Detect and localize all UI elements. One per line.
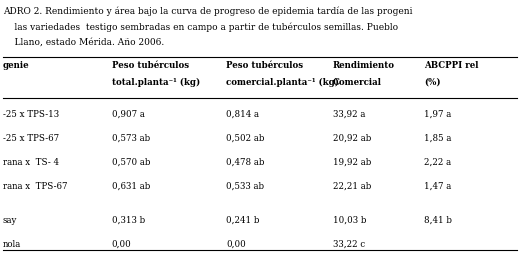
Text: -25 x TPS-13: -25 x TPS-13 <box>3 110 59 119</box>
Text: 10,03 b: 10,03 b <box>333 216 366 225</box>
Text: nola: nola <box>3 240 21 249</box>
Text: 22,21 ab: 22,21 ab <box>333 182 371 191</box>
Text: 0,814 a: 0,814 a <box>226 110 259 119</box>
Text: Peso tubérculos: Peso tubérculos <box>112 61 189 70</box>
Text: Rendimiento: Rendimiento <box>333 61 395 70</box>
Text: ADRO 2. Rendimiento y área bajo la curva de progreso de epidemia tardía de las p: ADRO 2. Rendimiento y área bajo la curva… <box>3 6 412 16</box>
Text: 1,97 a: 1,97 a <box>424 110 451 119</box>
Text: 0,631 ab: 0,631 ab <box>112 182 150 191</box>
Text: 2,22 a: 2,22 a <box>424 158 451 167</box>
Text: 20,92 ab: 20,92 ab <box>333 134 371 143</box>
Text: 0,533 ab: 0,533 ab <box>226 182 264 191</box>
Text: 0,478 ab: 0,478 ab <box>226 158 265 167</box>
Text: 8,41 b: 8,41 b <box>424 216 452 225</box>
Text: 0,00: 0,00 <box>226 240 246 249</box>
Text: total.planta⁻¹ (kg): total.planta⁻¹ (kg) <box>112 78 200 87</box>
Text: comercial.planta⁻¹ (kg): comercial.planta⁻¹ (kg) <box>226 78 339 87</box>
Text: 1,85 a: 1,85 a <box>424 134 451 143</box>
Text: (%): (%) <box>424 78 440 87</box>
Text: rana x  TPS-67: rana x TPS-67 <box>3 182 67 191</box>
Text: -25 x TPS-67: -25 x TPS-67 <box>3 134 59 143</box>
Text: 0,573 ab: 0,573 ab <box>112 134 150 143</box>
Text: 0,570 ab: 0,570 ab <box>112 158 150 167</box>
Text: ABCPPI rel: ABCPPI rel <box>424 61 478 70</box>
Text: Peso tubérculos: Peso tubérculos <box>226 61 303 70</box>
Text: 1,47 a: 1,47 a <box>424 182 451 191</box>
Text: 0,313 b: 0,313 b <box>112 216 145 225</box>
Text: 19,92 ab: 19,92 ab <box>333 158 371 167</box>
Text: 0,00: 0,00 <box>112 240 132 249</box>
Text: Llano, estado Mérida. Año 2006.: Llano, estado Mérida. Año 2006. <box>3 38 164 47</box>
Text: rana x  TS- 4: rana x TS- 4 <box>3 158 59 167</box>
Text: genie: genie <box>3 61 29 70</box>
Text: Comercial: Comercial <box>333 78 382 87</box>
Text: 0,907 a: 0,907 a <box>112 110 145 119</box>
Text: 33,92 a: 33,92 a <box>333 110 365 119</box>
Text: 0,241 b: 0,241 b <box>226 216 259 225</box>
Text: las variedades  testigo sembradas en campo a partir de tubérculos semillas. Pueb: las variedades testigo sembradas en camp… <box>3 22 398 32</box>
Text: 0,502 ab: 0,502 ab <box>226 134 265 143</box>
Text: say: say <box>3 216 17 225</box>
Text: 33,22 c: 33,22 c <box>333 240 365 249</box>
